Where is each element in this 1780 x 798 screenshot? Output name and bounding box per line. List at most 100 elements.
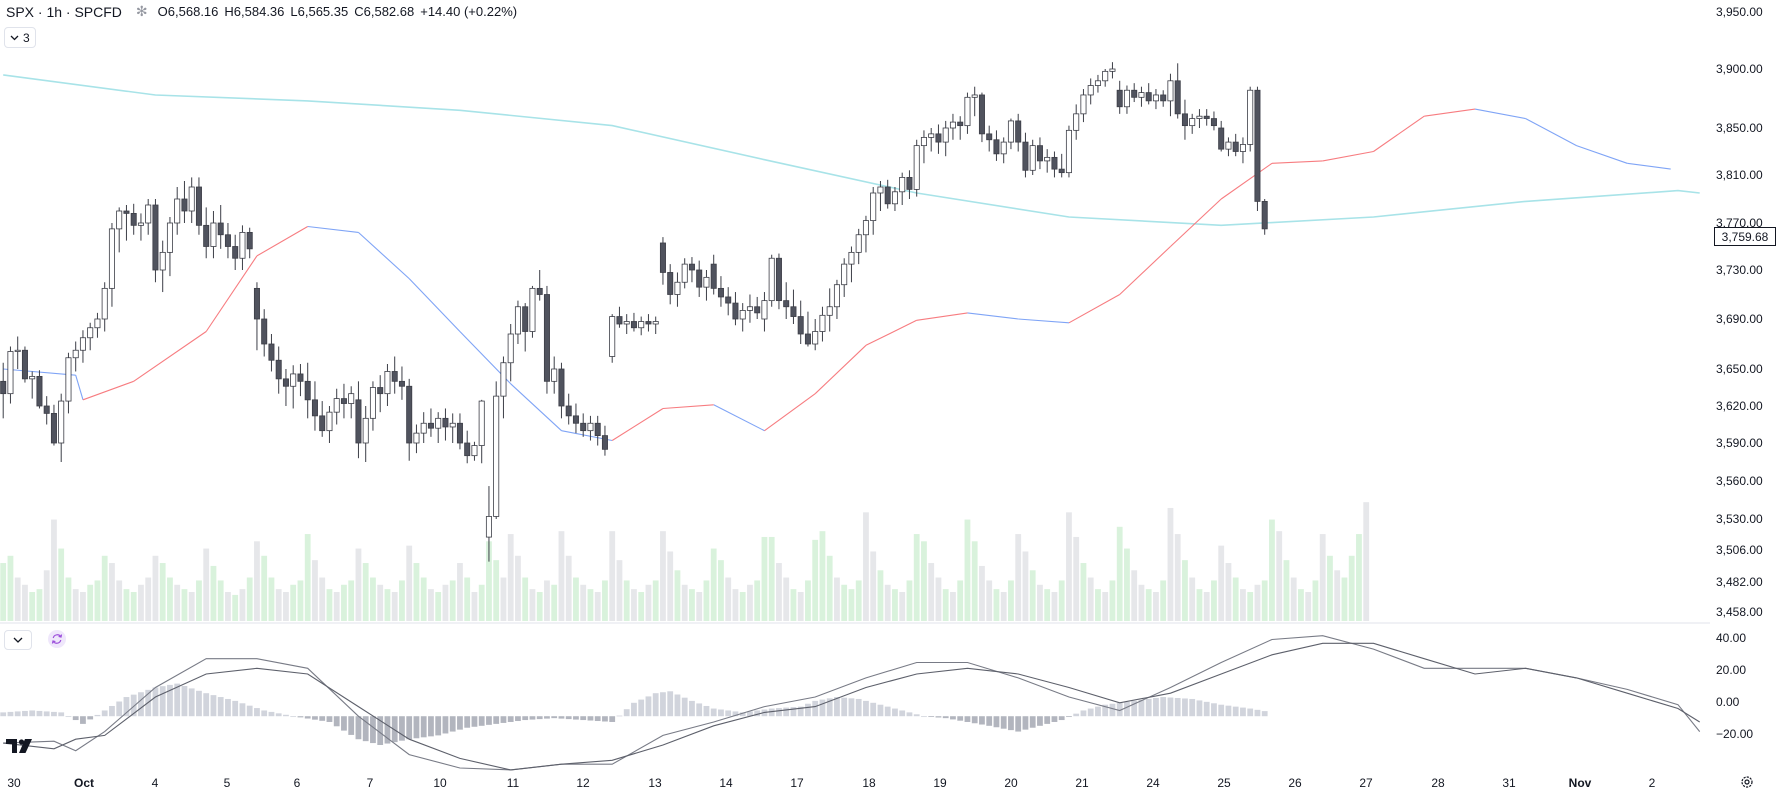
candle-down bbox=[601, 425, 608, 456]
macd-histogram-bar bbox=[884, 706, 891, 717]
candle-body bbox=[536, 287, 543, 295]
candle-down bbox=[311, 381, 318, 431]
macd-histogram-bar bbox=[261, 710, 268, 717]
volume-bar bbox=[1109, 580, 1116, 621]
candle-up bbox=[1007, 118, 1014, 150]
volume-bar bbox=[413, 563, 420, 621]
candle-up bbox=[174, 187, 181, 235]
macd-histogram-bar bbox=[1022, 716, 1029, 730]
indicators-toggle-button[interactable]: 3 bbox=[4, 27, 36, 48]
volume-bar bbox=[1240, 589, 1246, 621]
pane-collapse-button[interactable] bbox=[4, 630, 32, 650]
candle-up bbox=[833, 279, 840, 319]
volume-bar bbox=[464, 577, 471, 621]
time-tick-label: 25 bbox=[1217, 776, 1231, 790]
volume-bar bbox=[43, 570, 50, 621]
candle-body bbox=[645, 321, 652, 325]
candle-down bbox=[1015, 113, 1022, 152]
candle-body bbox=[746, 306, 753, 311]
candle-body bbox=[587, 422, 594, 432]
candle-body bbox=[1203, 115, 1210, 119]
volume-bar bbox=[877, 570, 884, 621]
volume-bar bbox=[935, 577, 942, 621]
volume-bar bbox=[906, 580, 913, 621]
macd-histogram-bar bbox=[841, 697, 848, 717]
volume-bar bbox=[616, 560, 623, 621]
candle-body bbox=[928, 133, 935, 138]
candle-body bbox=[1123, 89, 1130, 108]
candle-body bbox=[1181, 113, 1188, 127]
time-tick-label: 14 bbox=[719, 776, 733, 790]
candle-down bbox=[594, 415, 601, 446]
volume-bar bbox=[1138, 584, 1145, 621]
candle-body bbox=[1080, 94, 1087, 115]
volume-bar bbox=[261, 555, 268, 621]
macd-histogram-bar bbox=[51, 711, 57, 717]
candle-down bbox=[993, 130, 1000, 161]
candle-up bbox=[413, 424, 420, 454]
macd-histogram-bar bbox=[1131, 700, 1138, 717]
candle-down bbox=[986, 125, 993, 152]
volume-bar bbox=[1356, 534, 1362, 621]
gear-icon[interactable] bbox=[1740, 775, 1754, 794]
volume-bar bbox=[1160, 580, 1167, 621]
volume-bar bbox=[631, 589, 637, 621]
volume-bar bbox=[660, 531, 666, 621]
moving-average-fast-segment bbox=[1627, 162, 1671, 170]
candle-down bbox=[456, 413, 463, 450]
candle-body bbox=[1073, 113, 1080, 131]
macd-histogram-bar bbox=[950, 716, 956, 720]
candle-body bbox=[609, 316, 616, 357]
candle-down bbox=[246, 227, 253, 259]
candle-body bbox=[514, 306, 521, 335]
volume-bar bbox=[420, 577, 427, 621]
candle-body bbox=[906, 176, 913, 190]
macd-histogram-bar bbox=[790, 707, 797, 717]
volume-bar bbox=[1298, 589, 1304, 621]
volume-bar bbox=[957, 580, 964, 621]
symbol-title[interactable]: SPX · 1h · SPCFD bbox=[6, 3, 122, 20]
candle-body bbox=[319, 415, 326, 432]
candle-body bbox=[1109, 68, 1116, 72]
macd-histogram-bar bbox=[587, 716, 594, 721]
volume-bar bbox=[471, 592, 478, 621]
macd-tick-label: 0.00 bbox=[1716, 695, 1740, 709]
candle-up bbox=[609, 314, 616, 363]
candle-body bbox=[210, 222, 217, 247]
candle-up bbox=[920, 130, 927, 164]
candle-up bbox=[116, 207, 123, 253]
candle-body bbox=[949, 121, 956, 129]
candle-body bbox=[65, 357, 72, 402]
time-tick-label: 18 bbox=[862, 776, 876, 790]
candle-body bbox=[340, 398, 347, 404]
candle-body bbox=[311, 399, 318, 417]
candle-body bbox=[1015, 120, 1022, 143]
volume-bar bbox=[442, 584, 449, 621]
candle-down bbox=[935, 124, 942, 154]
volume-bar bbox=[297, 580, 304, 621]
price-tick-label: 3,620.00 bbox=[1716, 399, 1763, 413]
refresh-button[interactable] bbox=[48, 630, 66, 648]
candle-body bbox=[1131, 89, 1138, 98]
moving-average-fast-segment bbox=[1018, 318, 1070, 324]
candle-body bbox=[485, 516, 492, 538]
candle-up bbox=[1044, 149, 1051, 173]
volume-bar bbox=[594, 592, 601, 621]
volume-bar bbox=[1341, 577, 1348, 621]
candle-body bbox=[1239, 144, 1246, 152]
candle-body bbox=[391, 371, 398, 382]
candle-body bbox=[688, 263, 695, 271]
candle-body bbox=[1044, 156, 1051, 162]
macd-histogram-bar bbox=[239, 703, 246, 717]
macd-histogram-bar bbox=[370, 716, 376, 744]
macd-histogram-bar bbox=[565, 716, 572, 720]
volume-bar bbox=[768, 536, 775, 621]
volume-bar bbox=[536, 592, 543, 621]
tradingview-logo-icon[interactable] bbox=[6, 738, 38, 759]
volume-bar bbox=[725, 577, 732, 621]
macd-histogram-bar bbox=[906, 712, 913, 717]
candle-down bbox=[754, 296, 761, 319]
volume-bar bbox=[718, 560, 724, 621]
volume-bar bbox=[123, 589, 130, 621]
